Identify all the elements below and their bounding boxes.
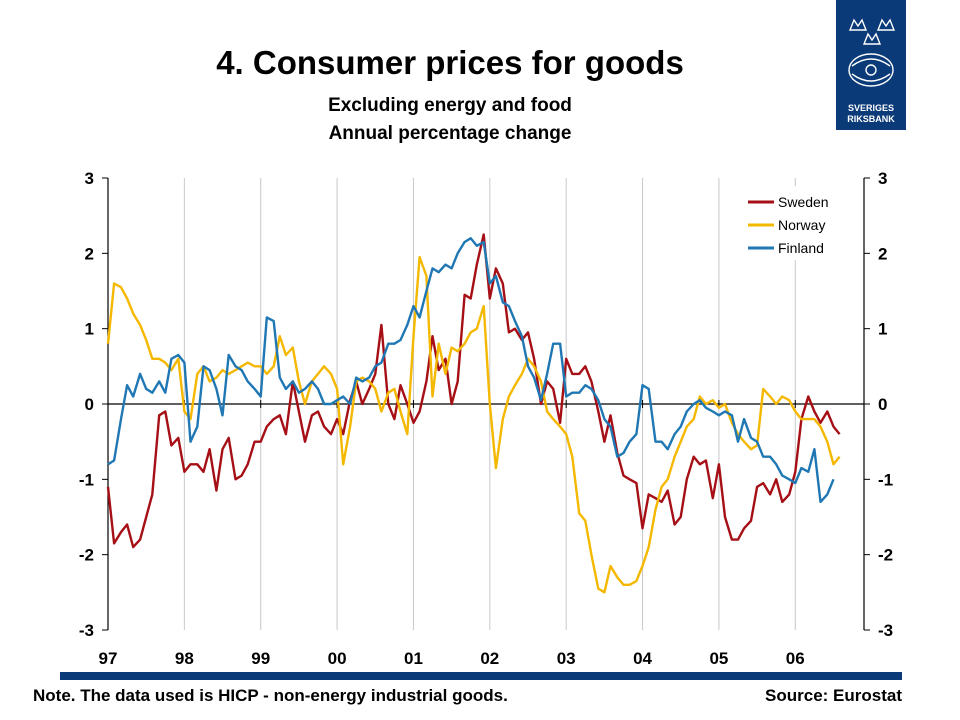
x-tick-label: 05 <box>709 649 728 668</box>
footer-source: Source: Eurostat <box>765 686 902 705</box>
footer-bar <box>60 672 902 680</box>
x-tick-label: 98 <box>175 649 194 668</box>
y-tick-label-right: -1 <box>878 470 893 489</box>
logo-text: SVERIGES RIKSBANK <box>836 103 906 125</box>
x-tick-label: 01 <box>404 649 423 668</box>
y-tick-label-right: 3 <box>878 169 887 188</box>
y-tick-label-right: 1 <box>878 320 887 339</box>
x-tick-label: 99 <box>251 649 270 668</box>
series-line-sweden <box>106 233 841 549</box>
y-tick-label: -1 <box>79 470 94 489</box>
y-tick-label-right: 2 <box>878 244 887 263</box>
x-tick-label: 00 <box>328 649 347 668</box>
riksbank-logo: SVERIGES RIKSBANK <box>836 0 906 130</box>
y-tick-label-right: -3 <box>878 621 893 640</box>
x-tick-label: 02 <box>480 649 499 668</box>
footer-note: Note. The data used is HICP - non-energy… <box>33 686 508 705</box>
x-tick-label: 06 <box>786 649 805 668</box>
y-tick-label-right: -2 <box>878 546 893 565</box>
legend-label-finland: Finland <box>778 240 824 256</box>
y-tick-label: 3 <box>85 169 94 188</box>
series-line-finland <box>107 237 835 504</box>
legend-label-sweden: Sweden <box>778 194 829 210</box>
crown-crest-icon <box>848 18 896 87</box>
legend-label-norway: Norway <box>778 217 825 233</box>
x-tick-label: 97 <box>99 649 118 668</box>
y-tick-label-right: 0 <box>878 395 887 414</box>
chart-subtitle-2: Annual percentage change <box>328 123 572 144</box>
logo-text-line2: RIKSBANK <box>847 114 895 124</box>
y-tick-label: 2 <box>85 244 94 263</box>
y-tick-label: 1 <box>85 320 94 339</box>
y-tick-label: 0 <box>85 395 94 414</box>
y-tick-label: -3 <box>79 621 94 640</box>
series-line-norway <box>106 255 841 594</box>
x-tick-label: 03 <box>557 649 576 668</box>
chart-title: 4. Consumer prices for goods <box>216 44 684 81</box>
logo-text-line1: SVERIGES <box>847 103 894 113</box>
x-tick-label: 04 <box>633 649 652 668</box>
y-tick-label: -2 <box>79 546 94 565</box>
chart-subtitle: Excluding energy and food <box>328 95 572 116</box>
